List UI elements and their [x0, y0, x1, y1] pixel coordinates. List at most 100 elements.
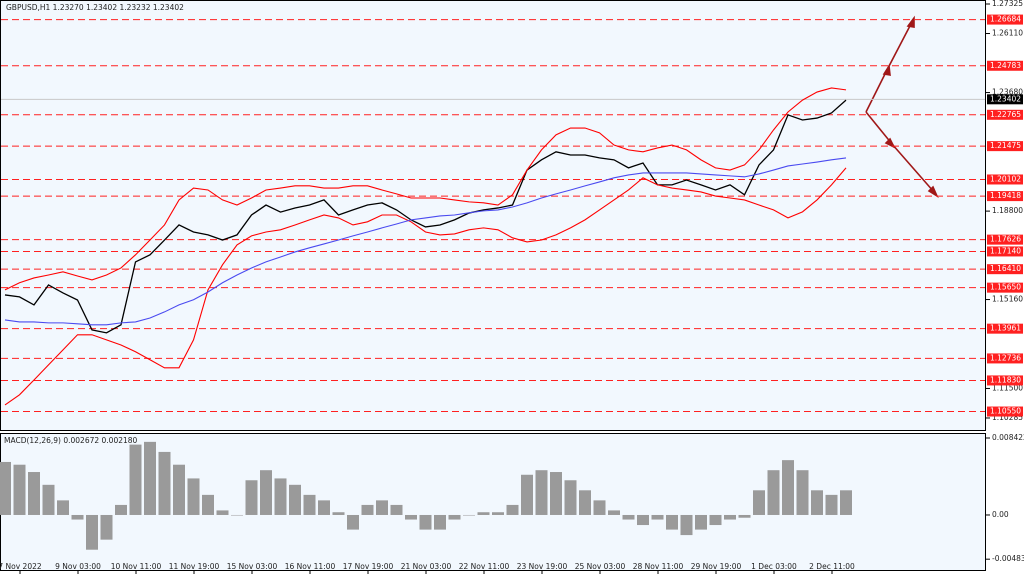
x-tick-label: 16 Nov 11:00: [285, 562, 336, 571]
bar: [753, 490, 765, 515]
bar: [622, 514, 635, 520]
bar: [825, 494, 838, 515]
bar: [666, 514, 678, 530]
bar: [651, 514, 664, 520]
level-label: 1.22765: [990, 110, 1021, 119]
level-label: 1.17626: [990, 235, 1021, 244]
bar: [695, 514, 707, 530]
x-tick-label: 15 Nov 03:00: [227, 562, 278, 571]
series-line: [4, 157, 847, 326]
level-tag: [987, 353, 1023, 364]
last-price-tag: [987, 94, 1023, 105]
bar: [738, 514, 751, 518]
x-tick-label: 22 Nov 11:00: [459, 562, 510, 571]
x-tick-label: 25 Nov 03:00: [575, 562, 626, 571]
bar: [86, 514, 98, 550]
level-tag: [987, 282, 1023, 293]
bar: [550, 472, 562, 515]
bar: [448, 514, 461, 520]
bar: [202, 494, 214, 515]
bar: [463, 514, 475, 516]
x-tick-label: 9 Nov 03:00: [55, 562, 101, 571]
bar: [71, 514, 84, 520]
level-label: 1.13961: [990, 324, 1021, 333]
y-tick-label: 1.11500: [992, 383, 1023, 392]
bar: [535, 470, 548, 515]
level-label: 1.10550: [990, 407, 1021, 416]
x-tick-label: 7 Nov 2022: [0, 562, 42, 571]
series-line: [4, 167, 847, 406]
bar: [347, 514, 359, 530]
bar: [709, 514, 722, 526]
level-label: 1.26684: [990, 15, 1021, 24]
level-tag: [987, 323, 1023, 334]
series-line: [4, 87, 847, 291]
level-tag: [987, 141, 1023, 152]
y-tick-label: 1.27325: [992, 0, 1023, 8]
bar: [0, 461, 11, 515]
bar: [390, 504, 403, 515]
level-tag: [987, 174, 1023, 185]
x-tick-label: 23 Nov 19:00: [517, 562, 568, 571]
bar: [608, 510, 620, 515]
bar: [245, 480, 258, 515]
bar: [129, 444, 142, 515]
y-tick-label: 1.10285: [992, 413, 1023, 422]
bar: [492, 512, 504, 515]
level-tag: [987, 191, 1023, 202]
bar: [680, 514, 693, 536]
macd-title: MACD(12,26,9) 0.002672 0.002180: [4, 436, 138, 445]
bar: [115, 504, 127, 515]
bar: [28, 472, 40, 515]
bar: [796, 470, 809, 515]
y-tick-label: 0.00: [992, 510, 1009, 519]
bar: [274, 478, 287, 515]
x-tick-label: 17 Nov 19:00: [343, 562, 394, 571]
bar: [231, 514, 243, 516]
bar: [811, 490, 823, 515]
bar: [579, 490, 591, 515]
x-tick-label: 11 Nov 19:00: [169, 562, 220, 571]
bar: [477, 512, 490, 515]
bar: [434, 514, 446, 530]
x-tick-label: 1 Dec 03:00: [751, 562, 797, 571]
level-label: 1.20102: [990, 174, 1021, 183]
level-tag: [987, 406, 1023, 417]
x-tick-label: 29 Nov 19:00: [691, 562, 742, 571]
x-tick-label: 2 Dec 11:00: [809, 562, 855, 571]
price-panel: [0, 0, 986, 431]
scenario-arrows: [865, 15, 939, 199]
level-tag: [987, 234, 1023, 245]
level-tag: [987, 60, 1023, 71]
y-tick-label: 1.23680: [992, 88, 1023, 97]
bar: [506, 504, 519, 515]
bar: [419, 514, 432, 530]
level-label: 1.19418: [990, 191, 1021, 200]
level-label: 1.24783: [990, 61, 1021, 70]
bar: [637, 514, 649, 526]
bar: [767, 470, 780, 515]
x-tick-label: 28 Nov 11:00: [633, 562, 684, 571]
series-line: [4, 99, 847, 334]
bar: [216, 510, 229, 515]
x-tick-label: 21 Nov 03:00: [401, 562, 452, 571]
level-label: 1.16410: [990, 264, 1021, 273]
level-tag: [987, 264, 1023, 275]
bar: [13, 464, 26, 515]
level-label: 1.12736: [990, 353, 1021, 362]
bar: [405, 514, 417, 520]
y-tick-label: 1.26110: [992, 29, 1023, 38]
level-tag: [987, 246, 1023, 257]
bar: [840, 490, 852, 515]
x-tick-label: 10 Nov 11:00: [111, 562, 162, 571]
bar: [100, 514, 113, 540]
level-tag: [987, 109, 1023, 120]
bar: [593, 500, 606, 515]
y-tick-label: 1.15160: [992, 295, 1023, 304]
level-label: 1.15650: [990, 283, 1021, 292]
bar: [724, 514, 736, 520]
level-tag: [987, 14, 1023, 25]
bar: [782, 460, 794, 515]
bar: [173, 464, 185, 515]
last-price-label: 1.23402: [990, 94, 1021, 103]
